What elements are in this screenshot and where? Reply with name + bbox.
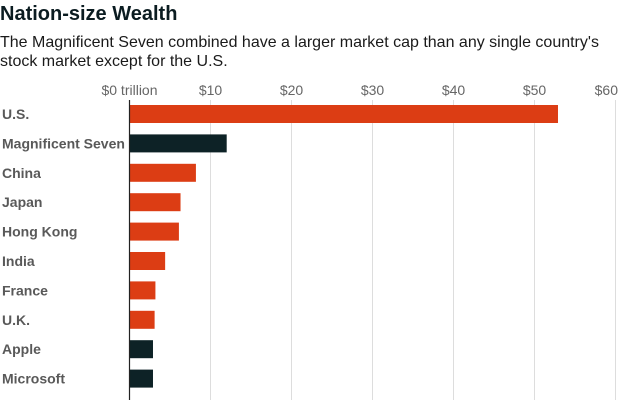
gridlines bbox=[210, 100, 616, 400]
category-label: U.S. bbox=[2, 106, 29, 122]
category-label: France bbox=[2, 282, 48, 298]
category-label: Microsoft bbox=[2, 371, 65, 387]
bars bbox=[129, 105, 558, 388]
x-tick-label: $50 bbox=[523, 82, 547, 98]
bar-hong-kong bbox=[129, 222, 179, 241]
bar-u-s bbox=[129, 105, 558, 123]
bar-apple bbox=[129, 340, 153, 359]
category-label: Magnificent Seven bbox=[2, 135, 125, 151]
chart-subtitle: The Magnificent Seven combined have a la… bbox=[0, 34, 599, 70]
bar-france bbox=[129, 281, 156, 300]
category-label: China bbox=[2, 165, 41, 181]
x-tick-label: $40 bbox=[442, 82, 466, 98]
x-tick-label: $0 trillion bbox=[101, 82, 157, 98]
category-label: U.K. bbox=[2, 312, 30, 328]
bar-magnificent-seven bbox=[129, 134, 227, 153]
category-label: Hong Kong bbox=[2, 224, 77, 240]
x-tick-label: $10 bbox=[199, 82, 223, 98]
category-label: Japan bbox=[2, 194, 42, 210]
category-label: Apple bbox=[2, 341, 41, 357]
category-label: India bbox=[2, 253, 35, 269]
x-tick-label: $30 bbox=[361, 82, 385, 98]
bar-india bbox=[129, 252, 166, 270]
bar-microsoft bbox=[129, 369, 153, 388]
x-axis-ticks: $0 trillion $10 $20 $30 $40 $50 $60 bbox=[101, 82, 618, 98]
bar-china bbox=[129, 163, 196, 182]
x-tick-label: $60 bbox=[595, 82, 619, 98]
x-tick-label: $20 bbox=[280, 82, 304, 98]
bar-japan bbox=[129, 193, 181, 212]
category-labels: U.S. Magnificent Seven China Japan Hong Kong… bbox=[2, 106, 125, 387]
chart-title: Nation-size Wealth bbox=[0, 3, 178, 25]
bar-u-k bbox=[129, 310, 155, 329]
